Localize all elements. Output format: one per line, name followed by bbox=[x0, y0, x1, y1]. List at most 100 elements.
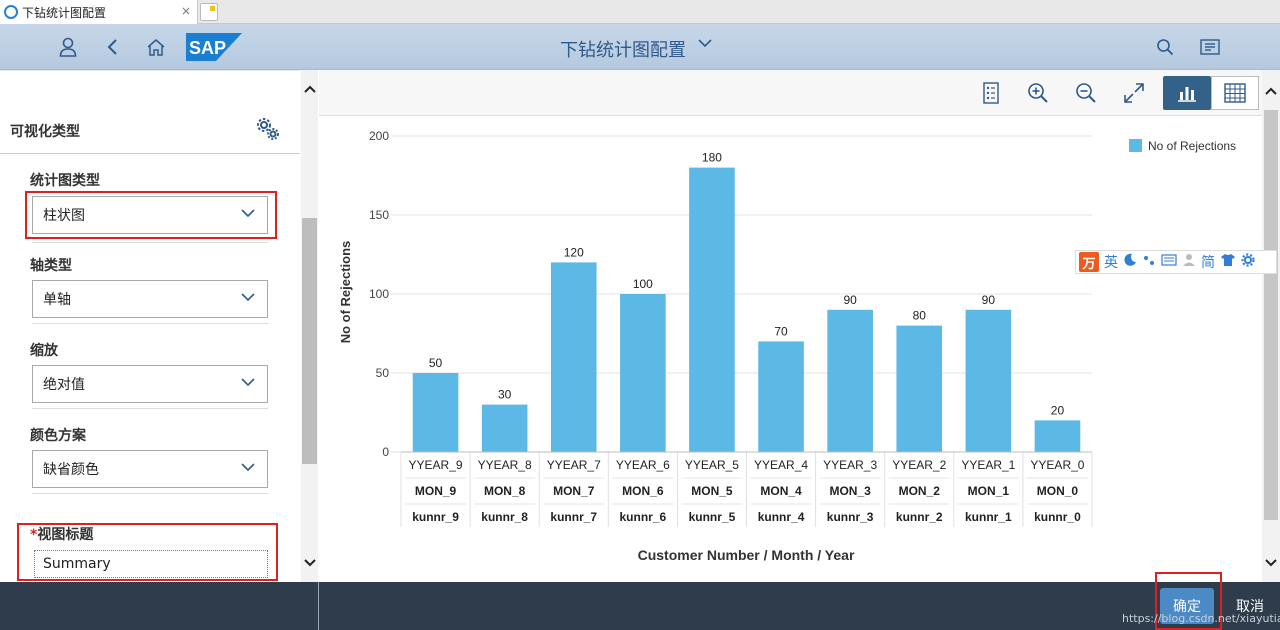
divider bbox=[32, 242, 268, 243]
view-title-highlight bbox=[17, 523, 278, 581]
punctuation-icon[interactable] bbox=[1142, 253, 1156, 271]
data-label: 180 bbox=[702, 151, 722, 165]
color-scheme-select[interactable]: 缺省颜色 bbox=[32, 450, 268, 488]
legend-toggle-icon[interactable] bbox=[973, 76, 1009, 110]
x-tick-label: kunnr_7 bbox=[550, 510, 597, 524]
data-label: 90 bbox=[982, 293, 996, 307]
footer-divider bbox=[318, 582, 319, 630]
x-tick-label: MON_1 bbox=[968, 484, 1010, 498]
zoom-in-icon[interactable] bbox=[1020, 76, 1056, 110]
legend-label: No of Rejections bbox=[1148, 139, 1236, 153]
home-icon[interactable] bbox=[143, 34, 169, 60]
table-view-button[interactable] bbox=[1211, 76, 1259, 110]
notifications-icon[interactable] bbox=[1197, 34, 1223, 60]
bar bbox=[412, 373, 459, 452]
ime-toolbar: 万 英 简 bbox=[1075, 250, 1277, 274]
scroll-up-icon[interactable] bbox=[1264, 84, 1278, 98]
chevron-down-icon[interactable] bbox=[698, 36, 712, 52]
shell-title[interactable]: 下钻统计图配置 bbox=[560, 40, 686, 61]
bar bbox=[896, 325, 943, 452]
ime-english-toggle[interactable]: 英 bbox=[1104, 255, 1118, 271]
chart-toolbar bbox=[319, 70, 1262, 116]
ime-logo[interactable]: 万 bbox=[1079, 252, 1099, 272]
data-label: 100 bbox=[633, 277, 653, 291]
x-tick-label: MON_5 bbox=[691, 484, 733, 498]
chart-type-select[interactable]: 柱状图 bbox=[32, 196, 268, 234]
scroll-up-icon[interactable] bbox=[302, 82, 317, 96]
close-tab-icon[interactable]: × bbox=[180, 4, 191, 18]
footer-bar: 确定 取消 https://blog.csdn.net/xiayutian_c bbox=[0, 572, 1280, 630]
ie-icon bbox=[4, 5, 18, 19]
new-tab-button[interactable] bbox=[200, 3, 218, 21]
browser-tab-title: 下钻统计图配置 bbox=[22, 5, 107, 20]
search-icon[interactable] bbox=[1152, 34, 1178, 60]
chevron-down-icon[interactable] bbox=[241, 460, 255, 476]
data-label: 20 bbox=[1051, 403, 1065, 417]
skin-icon[interactable] bbox=[1220, 253, 1236, 271]
chart-view-button[interactable] bbox=[1163, 76, 1211, 110]
chart-type-value: 柱状图 bbox=[43, 208, 85, 224]
gear-icon[interactable] bbox=[256, 117, 282, 143]
browser-tab[interactable]: 下钻统计图配置 × bbox=[0, 0, 198, 24]
user-icon[interactable] bbox=[55, 34, 81, 60]
sap-logo: SAP bbox=[186, 33, 242, 61]
right-scrollbar-thumb[interactable] bbox=[1264, 110, 1278, 520]
x-tick-label: YYEAR_9 bbox=[409, 458, 463, 472]
user-icon[interactable] bbox=[1182, 253, 1196, 271]
legend-swatch bbox=[1129, 139, 1142, 152]
sap-logo-text: SAP bbox=[189, 38, 226, 58]
x-tick-label: YYEAR_1 bbox=[961, 458, 1015, 472]
bar bbox=[550, 262, 597, 452]
keyboard-icon[interactable] bbox=[1161, 254, 1177, 270]
x-tick-label: YYEAR_7 bbox=[547, 458, 601, 472]
scroll-down-icon[interactable] bbox=[1264, 556, 1278, 570]
gear-icon[interactable] bbox=[1241, 253, 1255, 271]
x-tick-label: YYEAR_4 bbox=[754, 458, 808, 472]
chart-area: 0 50 100 150 200 50 30 120 100 180 70 90 80 90 20 YYE… bbox=[319, 70, 1280, 582]
x-tick-label: kunnr_5 bbox=[689, 510, 736, 524]
back-icon[interactable] bbox=[100, 34, 126, 60]
x-tick-label: MON_7 bbox=[553, 484, 595, 498]
section-title: 可视化类型 bbox=[10, 124, 80, 140]
ime-simplified-toggle[interactable]: 简 bbox=[1201, 255, 1215, 271]
data-label: 70 bbox=[774, 324, 788, 338]
y-tick-label: 200 bbox=[369, 129, 389, 143]
x-tick-label: YYEAR_6 bbox=[616, 458, 670, 472]
x-tick-label: MON_6 bbox=[622, 484, 664, 498]
chevron-down-icon[interactable] bbox=[241, 290, 255, 306]
x-tick-label: YYEAR_0 bbox=[1030, 458, 1084, 472]
scale-select[interactable]: 绝对值 bbox=[32, 365, 268, 403]
color-scheme-label: 颜色方案 bbox=[30, 428, 86, 444]
axis-type-select[interactable]: 单轴 bbox=[32, 280, 268, 318]
x-tick-label: MON_3 bbox=[829, 484, 871, 498]
data-label: 30 bbox=[498, 388, 512, 402]
chart-type-label: 统计图类型 bbox=[30, 173, 100, 189]
visualization-section-header: 可视化类型 bbox=[0, 70, 300, 154]
y-tick-label: 50 bbox=[376, 366, 390, 380]
fullscreen-icon[interactable] bbox=[1116, 76, 1152, 110]
browser-tab-bar: 下钻统计图配置 × bbox=[0, 0, 1280, 24]
color-scheme-value: 缺省颜色 bbox=[43, 462, 99, 478]
divider bbox=[32, 493, 268, 494]
x-tick-label: MON_0 bbox=[1037, 484, 1079, 498]
zoom-out-icon[interactable] bbox=[1068, 76, 1104, 110]
y-axis-label: No of Rejections bbox=[338, 241, 353, 344]
scroll-down-icon[interactable] bbox=[302, 556, 317, 570]
bar bbox=[481, 404, 528, 452]
view-title-input[interactable]: Summary bbox=[34, 550, 268, 578]
cancel-button[interactable]: 取消 bbox=[1236, 599, 1264, 615]
chevron-down-icon[interactable] bbox=[241, 375, 255, 391]
bar bbox=[1034, 420, 1081, 452]
view-title-label-text: 视图标题 bbox=[37, 527, 94, 543]
ok-button[interactable]: 确定 bbox=[1160, 588, 1214, 624]
divider bbox=[32, 323, 268, 324]
x-tick-label: kunnr_0 bbox=[1034, 510, 1081, 524]
x-tick-label: kunnr_9 bbox=[412, 510, 459, 524]
y-tick-label: 100 bbox=[369, 287, 389, 301]
chevron-down-icon[interactable] bbox=[241, 206, 255, 222]
left-scrollbar-thumb[interactable] bbox=[302, 218, 317, 464]
x-tick-label: kunnr_6 bbox=[620, 510, 667, 524]
moon-icon[interactable] bbox=[1123, 253, 1137, 271]
bar bbox=[827, 309, 873, 452]
axis-type-label: 轴类型 bbox=[30, 258, 72, 274]
